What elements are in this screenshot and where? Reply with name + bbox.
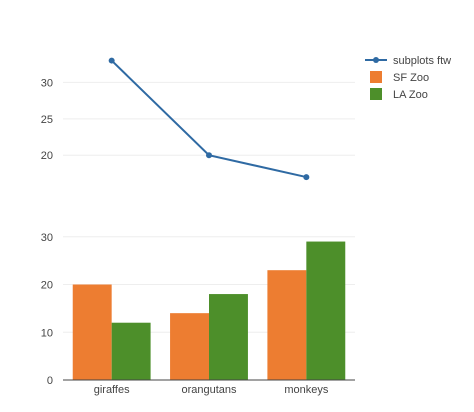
y-tick-label: 25 — [41, 114, 53, 126]
legend-marker-swatch — [373, 57, 379, 63]
y-tick-label: 20 — [41, 150, 53, 162]
y-tick-label: 20 — [41, 280, 53, 292]
x-tick-label: orangutans — [181, 384, 237, 396]
bar-subplot: 0 10 20 30 giraffes orangutans monkeys — [41, 232, 355, 396]
bar — [170, 313, 209, 380]
bar — [111, 322, 151, 380]
y-tick-label: 30 — [41, 232, 53, 244]
line-subplot: 20 25 30 — [41, 57, 355, 181]
bar — [72, 284, 112, 380]
legend-label: subplots ftw — [393, 55, 451, 67]
data-point — [108, 57, 115, 64]
data-point — [303, 174, 310, 181]
bar — [306, 241, 346, 380]
legend[interactable]: subplots ftw SF Zoo LA Zoo — [365, 55, 451, 101]
y-tick-label: 0 — [47, 375, 53, 387]
legend-label: SF Zoo — [393, 72, 429, 84]
bar — [267, 270, 307, 380]
legend-item[interactable]: LA Zoo — [370, 88, 428, 101]
x-tick-label: giraffes — [94, 384, 130, 396]
legend-item[interactable]: subplots ftw — [365, 55, 451, 67]
y-tick-label: 30 — [41, 77, 53, 89]
data-point — [206, 152, 212, 159]
legend-label: LA Zoo — [393, 89, 428, 101]
legend-item[interactable]: SF Zoo — [370, 71, 429, 84]
y-tick-label: 10 — [41, 327, 53, 339]
x-tick-label: monkeys — [284, 384, 329, 396]
legend-square-swatch — [370, 88, 382, 100]
bar — [209, 294, 248, 380]
legend-square-swatch — [370, 71, 382, 83]
